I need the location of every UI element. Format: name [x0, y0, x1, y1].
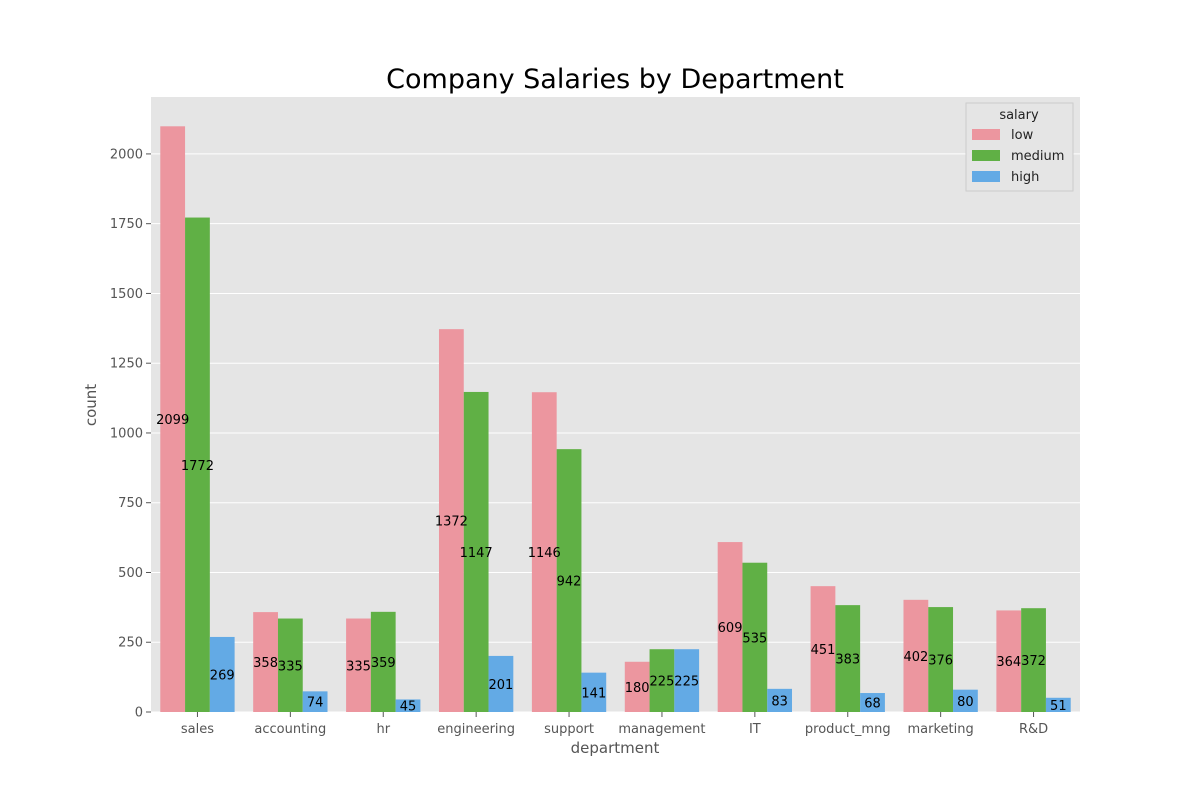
bar-low [996, 610, 1022, 712]
legend-title: salary [999, 108, 1039, 123]
bar-value-label: 225 [650, 675, 675, 690]
bar-low [253, 612, 278, 712]
bar-value-label: 359 [371, 656, 396, 671]
x-tick-label: support [544, 722, 594, 737]
x-tick-label: marketing [908, 722, 974, 737]
bar-value-label: 51 [1050, 699, 1067, 714]
x-tick-label: sales [181, 722, 214, 737]
bar-medium [1021, 608, 1046, 712]
bar-high [395, 699, 421, 712]
y-tick-label: 2000 [110, 147, 143, 162]
legend-label-low: low [1011, 128, 1034, 143]
bar-high [860, 693, 885, 712]
bar-high [953, 689, 978, 712]
bar-medium [463, 391, 489, 712]
legend: salary low medium high [965, 102, 1074, 192]
legend-swatch-medium [972, 150, 1000, 161]
bar-value-label: 451 [811, 643, 836, 658]
bar-value-label: 1772 [181, 459, 214, 474]
bar-value-label: 74 [307, 696, 324, 711]
bar-value-label: 83 [771, 694, 788, 709]
bar-high [767, 688, 793, 712]
x-tick-label: hr [376, 722, 390, 737]
bar-high [581, 672, 607, 712]
bar-value-label: 335 [278, 659, 303, 674]
x-tick-label: R&D [1019, 722, 1048, 737]
bar-value-label: 225 [674, 675, 699, 690]
bar-value-label: 535 [742, 631, 767, 646]
bar-high [209, 636, 235, 712]
bar-high [302, 691, 328, 712]
bar-value-label: 358 [253, 656, 278, 671]
y-tick-label: 1250 [110, 357, 143, 372]
bar-medium [185, 217, 210, 712]
y-tick-label: 1750 [110, 217, 143, 232]
y-tick-label: 1500 [110, 287, 143, 302]
bar-value-label: 269 [210, 668, 235, 683]
x-tick-label: accounting [254, 722, 326, 737]
y-tick-label: 750 [118, 496, 143, 511]
bar-low [903, 599, 929, 712]
x-tick-label: product_mng [805, 722, 891, 737]
bar-low [346, 618, 371, 712]
x-axis-label: department [571, 739, 660, 757]
bar-high [674, 649, 700, 712]
x-tick-label: engineering [437, 722, 515, 737]
chart-title: Company Salaries by Department [386, 64, 844, 95]
bar-value-label: 201 [489, 678, 514, 693]
legend-swatch-high [972, 171, 1000, 182]
y-tick-label: 1000 [110, 426, 143, 441]
bar-value-label: 45 [400, 700, 417, 715]
bar-low [717, 542, 743, 712]
x-tick-label: management [618, 722, 705, 737]
y-tick-label: 0 [135, 706, 143, 721]
bar-value-label: 180 [625, 681, 650, 696]
y-axis-label: count [82, 384, 100, 426]
bar-medium [928, 607, 954, 712]
bar-value-label: 376 [928, 654, 953, 669]
y-tick-label: 250 [118, 636, 143, 651]
y-axis-ticks: 0 250 500 750 1000 1250 1500 1750 2000 [110, 147, 151, 721]
bar-value-label: 1146 [528, 546, 561, 561]
bar-value-label: 1147 [460, 546, 493, 561]
x-axis-ticks: sales accounting hr engineering support manag… [181, 712, 1048, 737]
bar-value-label: 402 [903, 650, 928, 665]
bar-low [160, 126, 186, 712]
bar-low [438, 329, 464, 712]
bar-medium [742, 562, 768, 712]
bar-value-label: 372 [1021, 654, 1046, 669]
bar-value-label: 80 [957, 695, 974, 710]
legend-label-medium: medium [1011, 149, 1064, 164]
bar-value-label: 1372 [435, 515, 468, 530]
x-tick-label: IT [749, 722, 761, 737]
bar-low [810, 586, 836, 712]
bars [160, 126, 1071, 712]
y-tick-label: 500 [118, 566, 143, 581]
bar-value-label: 364 [996, 655, 1021, 670]
bar-value-label: 383 [835, 653, 860, 668]
bar-value-label: 335 [346, 659, 371, 674]
bar-high [488, 655, 514, 712]
bar-value-label: 942 [557, 575, 582, 590]
bar-medium [556, 449, 582, 712]
bar-value-label: 609 [718, 621, 743, 636]
bar-medium [277, 618, 303, 712]
bar-value-label: 2099 [156, 413, 189, 428]
bar-high [1045, 697, 1071, 712]
bar-medium [370, 611, 396, 712]
legend-label-high: high [1011, 170, 1039, 185]
legend-items: low medium high [972, 128, 1064, 185]
bar-value-label: 141 [581, 686, 606, 701]
legend-swatch-low [972, 129, 1000, 140]
bar-medium [649, 649, 675, 712]
bar-value-label: 68 [864, 697, 881, 712]
bar-low [531, 392, 557, 712]
bar-medium [835, 605, 861, 712]
bar-low [624, 661, 650, 712]
